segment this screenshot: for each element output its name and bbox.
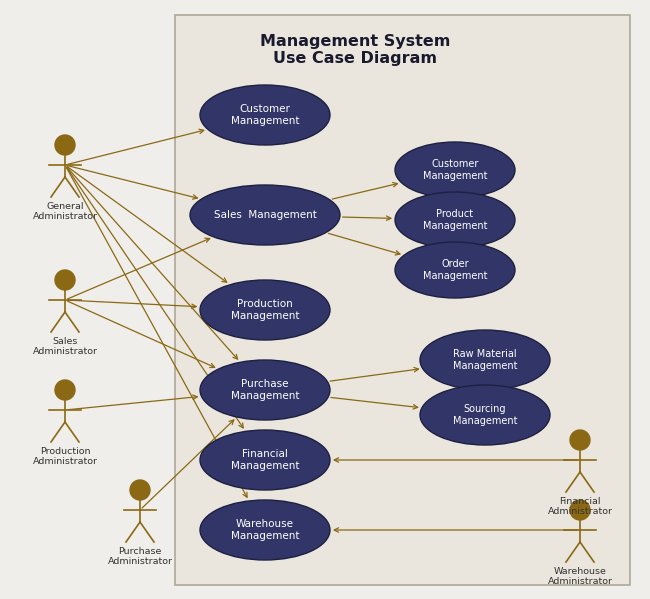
Ellipse shape [200,280,330,340]
Text: Sales  Management: Sales Management [214,210,317,220]
Text: Sourcing
Management: Sourcing Management [453,404,517,426]
Circle shape [55,270,75,290]
Circle shape [55,380,75,400]
Text: Production
Management: Production Management [231,299,299,321]
Text: Warehouse
Management: Warehouse Management [231,519,299,541]
Text: Warehouse
Administrator: Warehouse Administrator [547,567,612,586]
Text: Customer
Management: Customer Management [231,104,299,126]
Text: Purchase
Management: Purchase Management [231,379,299,401]
Text: Financial
Administrator: Financial Administrator [547,497,612,516]
Circle shape [130,480,150,500]
Text: Sales
Administrator: Sales Administrator [32,337,98,356]
Circle shape [570,500,590,520]
Text: Raw Material
Management: Raw Material Management [453,349,517,371]
Ellipse shape [420,330,550,390]
Text: Production
Administrator: Production Administrator [32,447,98,467]
Text: General
Administrator: General Administrator [32,202,98,222]
Ellipse shape [395,192,515,248]
Ellipse shape [420,385,550,445]
Text: Customer
Management: Customer Management [422,159,488,181]
Ellipse shape [190,185,340,245]
Text: Purchase
Administrator: Purchase Administrator [107,547,172,567]
Text: Management System
Use Case Diagram: Management System Use Case Diagram [260,34,450,66]
Ellipse shape [200,85,330,145]
Ellipse shape [395,242,515,298]
Ellipse shape [200,500,330,560]
Ellipse shape [200,360,330,420]
Circle shape [55,135,75,155]
Text: Order
Management: Order Management [422,259,488,281]
FancyBboxPatch shape [175,15,630,585]
Text: Product
Management: Product Management [422,209,488,231]
Ellipse shape [200,430,330,490]
Ellipse shape [395,142,515,198]
Text: Financial
Management: Financial Management [231,449,299,471]
Circle shape [570,430,590,450]
